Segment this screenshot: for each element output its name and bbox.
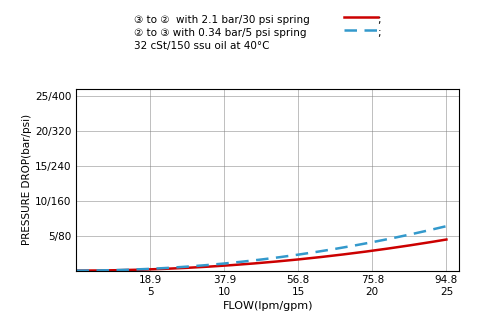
Text: ③ to ②  with 2.1 bar/30 psi spring: ③ to ② with 2.1 bar/30 psi spring: [134, 15, 313, 25]
Text: ;: ;: [378, 28, 381, 38]
Text: 32 cSt/150 ssu oil at 40°C: 32 cSt/150 ssu oil at 40°C: [134, 41, 269, 51]
Text: ;: ;: [378, 15, 381, 25]
Y-axis label: PRESSURE DROP(bar/psi): PRESSURE DROP(bar/psi): [22, 114, 33, 246]
X-axis label: FLOW(lpm/gpm): FLOW(lpm/gpm): [222, 301, 313, 311]
Text: ② to ③ with 0.34 bar/5 psi spring: ② to ③ with 0.34 bar/5 psi spring: [134, 28, 310, 38]
